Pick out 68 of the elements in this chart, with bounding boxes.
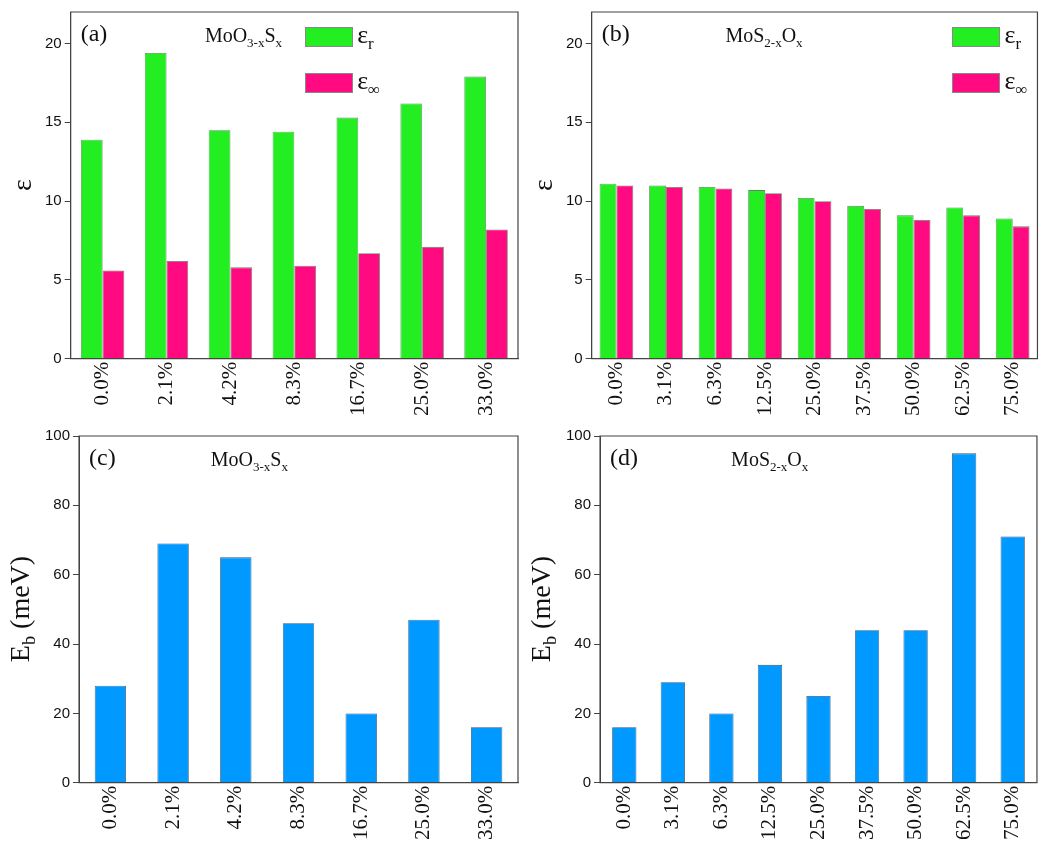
y-tick-label: 20: [53, 703, 71, 721]
legend-label: ε$_{r}$: [357, 20, 374, 55]
x-tick-label: 75.0%: [999, 785, 1024, 841]
y-axis-title: ε: [527, 179, 559, 192]
y-tick-label: 0: [582, 772, 592, 790]
x-tick-label: 4.2%: [216, 361, 241, 406]
y-tick-label: 20: [574, 703, 592, 721]
x-tick-label: 25.0%: [408, 361, 433, 417]
x-tick-label: 37.5%: [853, 785, 878, 841]
chart-title: (c): [89, 444, 116, 471]
x-tick-label: 75.0%: [999, 361, 1024, 417]
y-tick-label: 80: [53, 495, 71, 513]
legend-label: ε$_{∞}$: [357, 66, 381, 101]
y-tick-label: 5: [53, 270, 62, 288]
text: MoS$_{2-x}$O$_{x}$: [731, 448, 809, 475]
x-tick-label: 0.0%: [602, 361, 627, 406]
y-tick-label: 20: [45, 33, 62, 51]
x-tick-label: 8.3%: [285, 785, 310, 830]
y-tick-label: 100: [566, 426, 592, 444]
x-tick-label: 62.5%: [950, 785, 975, 841]
y-tick-label: 15: [45, 112, 62, 130]
x-tick-label: 25.0%: [805, 785, 830, 841]
y-tick-label: 15: [566, 112, 583, 130]
chart-title: (d): [610, 444, 638, 471]
x-tick-label: 25.0%: [801, 361, 826, 417]
y-tick-label: 5: [574, 270, 583, 288]
y-tick-label: 100: [45, 426, 71, 444]
x-tick-label: 3.1%: [652, 361, 677, 406]
x-tick-label: 50.0%: [900, 361, 925, 417]
x-tick-label: 50.0%: [902, 785, 927, 841]
y-tick-label: 60: [574, 564, 592, 582]
x-tick-label: 0.0%: [89, 361, 114, 406]
x-tick-label: 33.0%: [473, 785, 498, 841]
x-tick-label: 33.0%: [472, 361, 497, 417]
legend-label: ε$_{∞}$: [1004, 66, 1028, 101]
y-axis-title: ε: [6, 179, 38, 192]
y-tick-label: 20: [566, 33, 583, 51]
chart-title: (a): [80, 20, 108, 47]
x-tick-label: 3.1%: [659, 785, 684, 830]
x-tick-label: 0.0%: [610, 785, 635, 830]
y-tick-label: 10: [45, 191, 62, 209]
x-tick-label: 4.2%: [222, 785, 247, 830]
x-tick-label: 16.7%: [344, 361, 369, 417]
y-tick-label: 40: [53, 634, 71, 652]
y-tick-label: 0: [53, 348, 62, 366]
text: MoO$_{3-x}$S$_{x}$: [210, 448, 288, 475]
x-tick-label: 12.5%: [756, 785, 781, 841]
chart-title: (b): [601, 20, 630, 47]
x-tick-label: 62.5%: [949, 361, 974, 417]
y-tick-label: 60: [53, 564, 71, 582]
text: MoO$_{3-x}$S$_{x}$: [204, 24, 283, 51]
y-tick-label: 10: [566, 191, 583, 209]
y-tick-label: 40: [574, 634, 592, 652]
x-tick-label: 8.3%: [280, 361, 305, 406]
x-tick-label: 16.7%: [347, 785, 372, 841]
x-tick-label: 2.1%: [159, 785, 184, 830]
text: MoS$_{2-x}$O$_{x}$: [725, 24, 803, 51]
y-tick-label: 80: [574, 495, 592, 513]
x-tick-label: 6.3%: [707, 785, 732, 830]
x-tick-label: 12.5%: [751, 361, 776, 417]
y-tick-label: 0: [574, 348, 583, 366]
legend-label: ε$_{r}$: [1004, 20, 1021, 55]
x-tick-label: 6.3%: [702, 361, 727, 406]
x-tick-label: 37.5%: [850, 361, 875, 417]
y-tick-label: 0: [61, 772, 71, 790]
x-tick-label: 0.0%: [96, 785, 121, 830]
x-tick-label: 2.1%: [153, 361, 178, 406]
x-tick-label: 25.0%: [410, 785, 435, 841]
